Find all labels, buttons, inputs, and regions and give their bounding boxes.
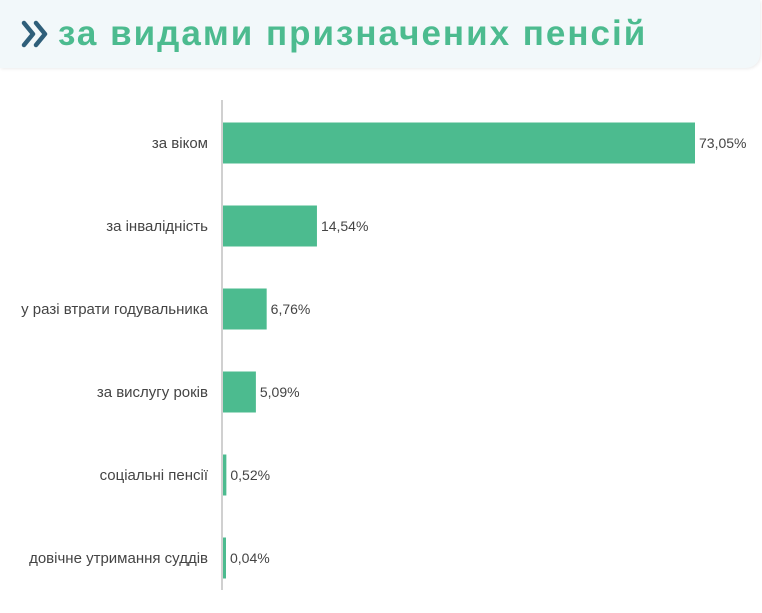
bar [223, 288, 267, 330]
bar [223, 537, 226, 579]
category-label: у разі втрати годувальника [21, 301, 209, 318]
bar [223, 371, 256, 413]
value-label: 6,76% [271, 301, 311, 317]
category-label: за інвалідність [106, 218, 208, 235]
double-chevron-right-icon [21, 20, 48, 48]
value-label: 73,05% [699, 135, 746, 151]
value-label: 0,04% [230, 550, 270, 566]
category-label: соціальні пенсії [100, 467, 209, 484]
bar [223, 454, 227, 496]
value-label: 5,09% [260, 384, 300, 400]
category-label: за вислугу років [97, 384, 208, 401]
bar [223, 205, 317, 247]
value-label: 0,52% [230, 467, 270, 483]
bar [223, 122, 695, 164]
category-label: довічне утримання суддів [29, 550, 208, 567]
chart-header: за видами призначених пенсій [0, 0, 760, 68]
chart-title: за видами призначених пенсій [58, 14, 648, 53]
category-label: за віком [152, 135, 208, 152]
value-label: 14,54% [321, 218, 368, 234]
